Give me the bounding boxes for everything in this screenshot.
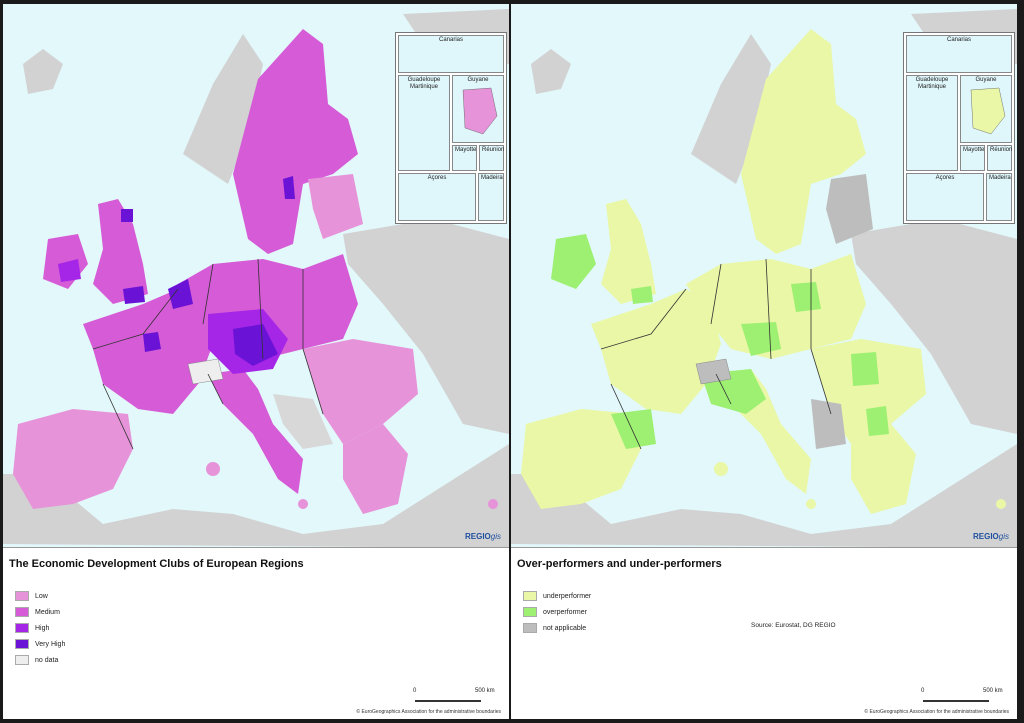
scale-line [923, 700, 989, 702]
region-east [303, 339, 418, 444]
scale-zero: 0 [921, 688, 925, 694]
region-italy [208, 369, 303, 494]
inset-canarias-label: Canarias [438, 37, 463, 43]
regiogis-logo: REGIOgis [465, 532, 501, 541]
inset-madeira: Madeira [986, 173, 1012, 221]
inset-guadeloupe-label: Guadeloupe Martinique [915, 77, 949, 90]
europe-map-svg [3, 9, 509, 547]
copyright-text: © EuroGeographics Association for the ad… [864, 709, 1009, 715]
inset-guyane: Guyane [960, 75, 1012, 143]
left-map-panel: Canarias Guadeloupe Martinique Guyane Ma… [3, 4, 509, 719]
region-baltics [308, 174, 363, 239]
legend-swatch [15, 655, 29, 665]
inset-canarias: Canarias [398, 35, 504, 73]
source-note: Source: Eurostat, DG REGIO [751, 622, 836, 629]
legend-swatch [523, 623, 537, 633]
guyane-shape [462, 87, 498, 135]
scale-distance: 500 km [983, 688, 1003, 694]
inset-madeira: Madeira [478, 173, 504, 221]
legend-item: Low [15, 588, 65, 604]
inset-mayotte: Mayotte [452, 145, 477, 171]
inset-guadeloupe: Guadeloupe Martinique [906, 75, 958, 171]
legend-swatch [523, 591, 537, 601]
legend: underperformer overperformer not applica… [523, 588, 591, 636]
legend-label: no data [35, 656, 59, 664]
legend-item: not applicable [523, 620, 591, 636]
legend-item: overperformer [523, 604, 591, 620]
gis-text: gis [998, 532, 1009, 541]
legend-item: no data [15, 652, 65, 668]
legend-swatch [15, 639, 29, 649]
region-uk [93, 199, 148, 304]
gis-text: gis [490, 532, 501, 541]
legend-label: overperformer [543, 608, 587, 616]
inset-acores-label: Açores [427, 175, 447, 181]
legend-label: Low [35, 592, 48, 600]
scale-bar: 0 500 km [921, 688, 1005, 710]
inset-guadeloupe: Guadeloupe Martinique [398, 75, 450, 171]
inset-canarias: Canarias [906, 35, 1012, 73]
legend-swatch [15, 623, 29, 633]
inset-reunion-label: Réunion [482, 147, 505, 153]
inset-acores: Açores [906, 173, 984, 221]
inset-acores: Açores [398, 173, 476, 221]
region-greece [343, 424, 408, 514]
inset-madeira-label: Madeira [481, 175, 503, 181]
inset-mayotte-label: Mayotte [455, 147, 477, 153]
inset-guyane-label: Guyane [467, 77, 489, 83]
legend-label: not applicable [543, 624, 587, 632]
region-iberia [13, 409, 133, 509]
insets-panel: Canarias Guadeloupe Martinique Guyane Ma… [395, 32, 507, 224]
legend-item: Very High [15, 636, 65, 652]
legend-item: underperformer [523, 588, 591, 604]
insets-panel-2: Canarias Guadeloupe Martinique Guyane Ma… [903, 32, 1015, 224]
legend-swatch [15, 607, 29, 617]
legend: Low Medium High Very High no data [15, 588, 65, 668]
legend-swatch [523, 607, 537, 617]
guyane-shape [970, 87, 1006, 135]
copyright-text: © EuroGeographics Association for the ad… [356, 709, 501, 715]
inset-reunion: Réunion [479, 145, 504, 171]
inset-reunion: Réunion [987, 145, 1012, 171]
legend-label: underperformer [543, 592, 592, 600]
legend-swatch [15, 591, 29, 601]
map-title: The Economic Development Clubs of Europe… [9, 558, 304, 570]
map-economic-clubs[interactable]: Canarias Guadeloupe Martinique Guyane Ma… [3, 4, 509, 548]
inset-guadeloupe-label: Guadeloupe Martinique [407, 77, 441, 90]
inset-canarias-label: Canarias [946, 37, 971, 43]
legend-label: Medium [35, 608, 60, 616]
scale-bar: 0 500 km [413, 688, 497, 710]
scale-distance: 500 km [475, 688, 495, 694]
inset-guyane: Guyane [452, 75, 504, 143]
regio-text: REGIO [464, 532, 491, 541]
scale-zero: 0 [413, 688, 417, 694]
regio-text: REGIO [972, 532, 999, 541]
legend-item: Medium [15, 604, 65, 620]
region-france [83, 289, 213, 414]
inset-guyane-label: Guyane [975, 77, 997, 83]
right-map-panel: Canarias Guadeloupe Martinique Guyane Ma… [511, 4, 1017, 719]
inset-acores-label: Açores [935, 175, 955, 181]
scale-line [415, 700, 481, 702]
map-title: Over-performers and under-performers [517, 558, 722, 570]
inset-mayotte-label: Mayotte [963, 147, 985, 153]
inset-reunion-label: Réunion [990, 147, 1013, 153]
regiogis-logo: REGIOgis [973, 532, 1009, 541]
legend-label: High [35, 624, 50, 632]
region-nordic [233, 29, 358, 254]
map-performers[interactable]: Canarias Guadeloupe Martinique Guyane Ma… [511, 4, 1017, 548]
legend-item: High [15, 620, 65, 636]
legend-label: Very High [35, 640, 66, 648]
inset-madeira-label: Madeira [989, 175, 1011, 181]
inset-mayotte: Mayotte [960, 145, 985, 171]
